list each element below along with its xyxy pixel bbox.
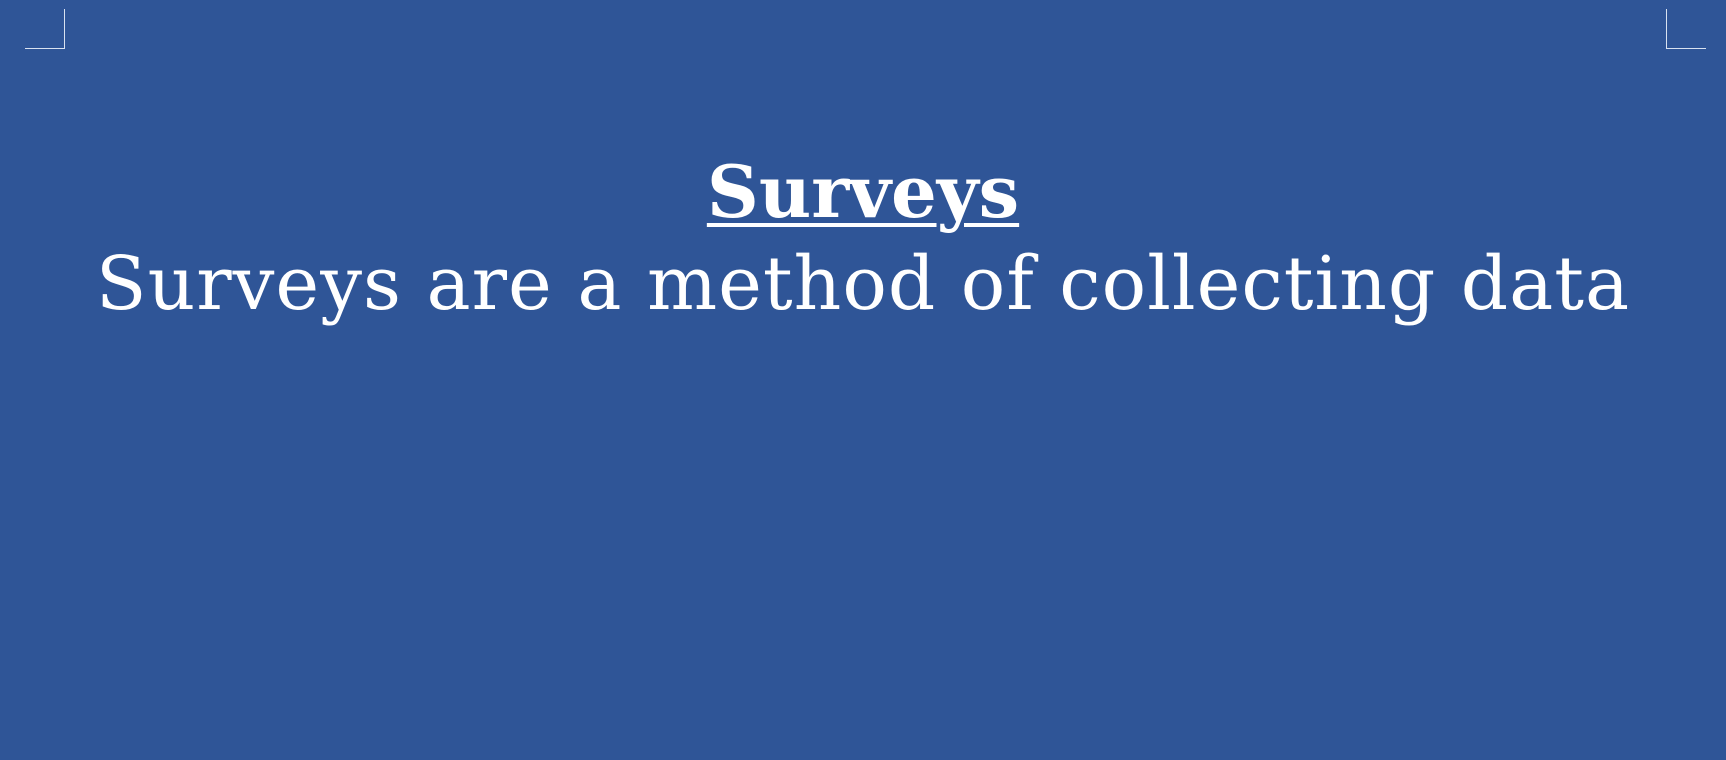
document-content[interactable]: Surveys Surveys are a method of collecti… (0, 150, 1726, 332)
document-heading[interactable]: Surveys (706, 149, 1020, 234)
document-body-text[interactable]: Surveys are a method of collecting data (95, 241, 1631, 327)
top-left-margin-mark (25, 9, 65, 49)
top-right-margin-mark (1666, 9, 1706, 49)
